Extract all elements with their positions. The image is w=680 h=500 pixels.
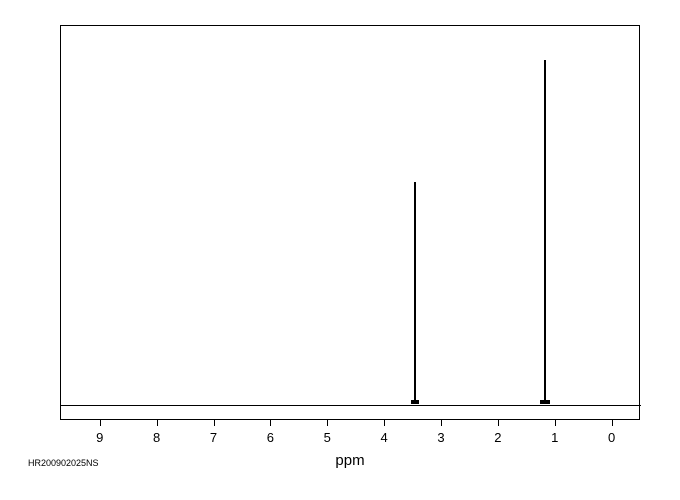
xtick-label: 5 [324, 430, 331, 445]
xtick [327, 420, 328, 426]
xtick [214, 420, 215, 426]
peak-1 [544, 60, 546, 404]
xtick [498, 420, 499, 426]
xtick-label: 3 [437, 430, 444, 445]
xtick [270, 420, 271, 426]
xtick-label: 9 [96, 430, 103, 445]
peak-0 [414, 182, 416, 403]
xtick [555, 420, 556, 426]
xtick [157, 420, 158, 426]
xtick-label: 4 [380, 430, 387, 445]
xaxis-label: ppm [335, 452, 364, 469]
peak-base-1 [540, 400, 550, 404]
spectrum-baseline [61, 405, 641, 406]
peak-base-0 [411, 400, 419, 404]
plot-area [60, 25, 640, 420]
xtick [384, 420, 385, 426]
xtick-label: 6 [267, 430, 274, 445]
xtick [100, 420, 101, 426]
nmr-chart-container: 0 1 2 3 4 5 6 7 8 9 ppm HR200902025NS [0, 0, 680, 500]
xtick [441, 420, 442, 426]
xtick-label: 1 [551, 430, 558, 445]
footer-id: HR200902025NS [28, 458, 99, 468]
xtick-label: 8 [153, 430, 160, 445]
xtick [612, 420, 613, 426]
xtick-label: 0 [608, 430, 615, 445]
xtick-label: 2 [494, 430, 501, 445]
xtick-label: 7 [210, 430, 217, 445]
